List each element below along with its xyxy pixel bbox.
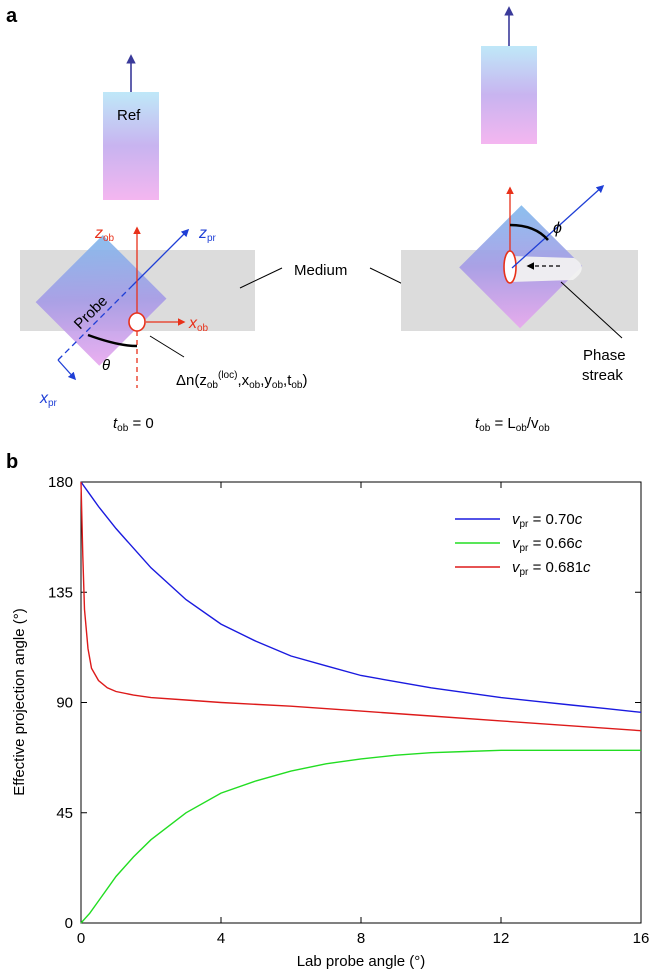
probe-beam-left [35, 234, 167, 366]
delta-n-expression: Δn(zob(loc),xob,yob,tob) [176, 370, 308, 391]
probe-axis-right [511, 184, 605, 269]
legend-label-1: vpr = 0.66c [512, 535, 583, 554]
object-right [503, 250, 517, 284]
y-tick-label-0: 0 [65, 915, 73, 932]
x-pr-axis [57, 359, 77, 381]
ref-beam-left [103, 92, 159, 200]
x-tick-label-4: 16 [633, 930, 650, 947]
x-axis-label: Lab probe angle (°) [297, 953, 426, 970]
phi-arc [509, 223, 549, 241]
series-line-1 [80, 749, 641, 924]
phase-streak-label-1: Phase [583, 347, 626, 364]
ref-label: Ref [117, 107, 141, 124]
x-tick-label-2: 8 [357, 930, 365, 947]
theta-arc [87, 333, 138, 348]
phase-streak-leader [560, 281, 623, 339]
x-tick-label-1: 4 [217, 930, 225, 947]
y-tick-label-2: 90 [56, 695, 73, 712]
y-tick-label-4: 180 [48, 474, 73, 491]
legend: vpr = 0.70c vpr = 0.66c vpr = 0.681c [455, 511, 591, 578]
z-pr-label: zpr [198, 225, 217, 244]
probe-center-dashed [57, 285, 133, 361]
time-right-label: tob = Lob/vob [475, 415, 550, 434]
delta-n-leader [149, 335, 185, 358]
panel-b-label: b [6, 451, 18, 473]
ref-beam-right [481, 46, 537, 144]
phase-streak-label-2: streak [582, 367, 623, 384]
legend-label-2: vpr = 0.681c [512, 559, 591, 578]
legend-label-0: vpr = 0.70c [512, 511, 583, 530]
object-left [128, 312, 146, 332]
series-line-0 [80, 481, 642, 713]
y-axis-label: Effective projection angle (°) [11, 608, 28, 796]
chart-b: 0 4 8 12 16 0 45 90 135 180 vpr = 0.70c vpr = 0.66… [11, 474, 649, 970]
x-tick-label-0: 0 [77, 930, 85, 947]
phi-symbol: ϕ [553, 220, 562, 237]
medium-label: Medium [294, 262, 347, 279]
x-tick-label-3: 12 [493, 930, 510, 947]
z-ob-label: zob [94, 225, 115, 244]
x-ob-label: xob [188, 315, 209, 334]
y-tick-label-1: 45 [56, 805, 73, 822]
time-left-label: tob = 0 [113, 415, 154, 434]
z-pr-axis [131, 228, 190, 287]
y-tick-label-3: 135 [48, 584, 73, 601]
right-scene: ϕ [401, 6, 638, 339]
series-lines [80, 481, 642, 924]
axis-ticks: 0 4 8 12 16 0 45 90 135 180 [48, 474, 649, 947]
panel-a-label: a [6, 5, 18, 27]
series-line-2 [80, 481, 642, 732]
x-pr-label: xpr [39, 390, 58, 409]
medium-leader-left [239, 267, 283, 289]
theta-symbol: θ [102, 357, 110, 374]
left-scene: Ref Probe θ [20, 54, 255, 388]
